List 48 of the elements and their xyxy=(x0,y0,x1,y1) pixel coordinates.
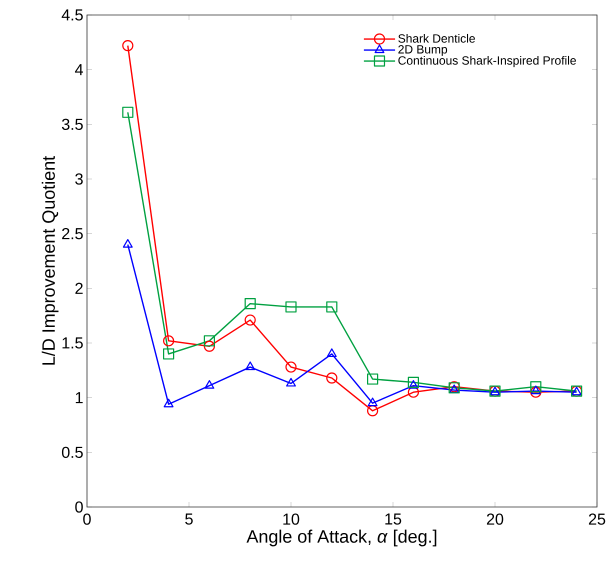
point xyxy=(408,386,419,398)
point xyxy=(122,106,134,118)
y-tick-label: 2.5 xyxy=(62,228,83,240)
point xyxy=(326,348,337,358)
point xyxy=(408,380,418,389)
point xyxy=(204,335,215,346)
point xyxy=(122,40,134,52)
x-tick-label: 15 xyxy=(385,514,402,525)
legend-label: Shark Denticle xyxy=(398,34,475,43)
point xyxy=(164,398,174,408)
point xyxy=(286,378,296,387)
point xyxy=(367,373,378,385)
point xyxy=(163,335,174,346)
point xyxy=(326,301,338,313)
x-axis-title: Angle of Attack, α [deg.] xyxy=(246,530,436,546)
y-tick-label: 4.5 xyxy=(62,9,83,21)
point xyxy=(244,314,256,326)
point xyxy=(204,340,215,352)
y-tick-label: 1.5 xyxy=(62,337,83,349)
legend-label: Continuous Shark-Inspired Profile xyxy=(398,56,576,68)
point xyxy=(122,239,133,248)
point xyxy=(285,361,297,373)
y-tick-label: 0.5 xyxy=(62,446,83,458)
legend-label: 2D Bump xyxy=(398,45,448,56)
y-tick-label: 4 xyxy=(74,64,84,76)
point xyxy=(367,405,378,416)
x-tick-label: 0 xyxy=(83,514,91,525)
y-tick-label: 3.5 xyxy=(62,118,83,130)
point xyxy=(530,381,542,392)
x-tick-label: 5 xyxy=(185,514,193,525)
y-tick-label: 2 xyxy=(75,282,83,294)
point xyxy=(204,380,214,389)
point xyxy=(368,398,378,406)
point xyxy=(244,298,256,310)
x-tick-label: 25 xyxy=(588,514,606,525)
point xyxy=(285,301,297,313)
point xyxy=(326,372,338,384)
point xyxy=(408,376,419,388)
point xyxy=(163,348,174,360)
x-tick-label: 10 xyxy=(283,514,300,525)
y-tick-label: 1 xyxy=(76,392,83,404)
y-tick-label: 0 xyxy=(75,501,83,513)
point xyxy=(245,361,256,370)
x-tick-label: 20 xyxy=(486,514,504,525)
point xyxy=(530,386,541,394)
point xyxy=(530,386,542,398)
y-axis-title: L/D Improvement Quotient xyxy=(42,156,58,365)
y-tick-label: 3 xyxy=(75,173,83,185)
